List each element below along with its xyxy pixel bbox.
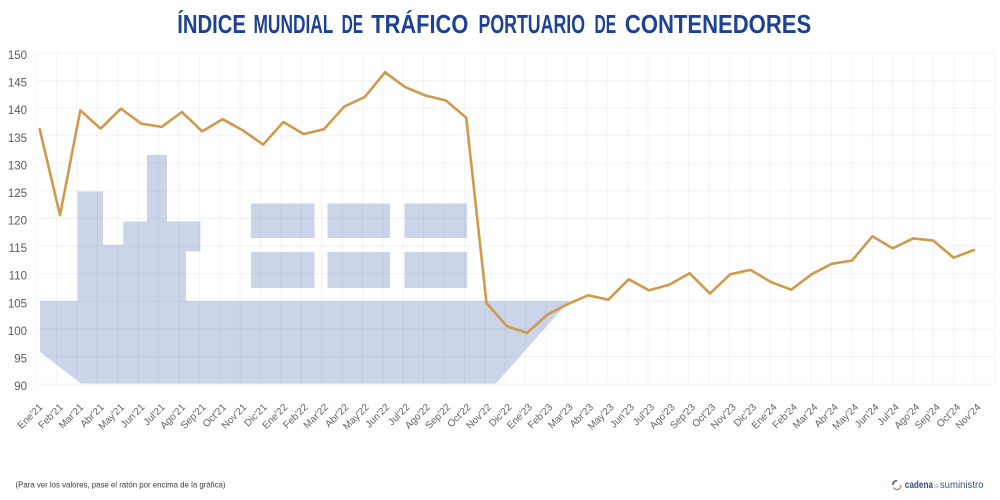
svg-text:150: 150 [8,50,27,62]
svg-text:TRÁFICO: TRÁFICO [371,9,468,39]
svg-text:90: 90 [14,381,27,393]
svg-text:125: 125 [8,188,27,200]
svg-text:130: 130 [8,160,27,172]
svg-text:ÍNDICE: ÍNDICE [177,9,246,39]
svg-text:100: 100 [8,326,27,338]
svg-text:MUNDIAL: MUNDIAL [254,9,334,39]
svg-text:suministro: suministro [940,479,984,491]
svg-text:115: 115 [9,243,27,255]
svg-text:DE: DE [595,9,617,39]
svg-text:(Para ver los valores, pase el: (Para ver los valores, pase el ratón por… [16,480,226,490]
svg-text:de: de [934,484,939,490]
svg-text:110: 110 [9,271,27,283]
svg-text:CONTENEDORES: CONTENEDORES [625,9,811,39]
svg-text:DE: DE [342,9,364,39]
svg-text:135: 135 [8,133,27,145]
svg-text:140: 140 [8,105,27,117]
svg-text:105: 105 [8,298,27,310]
svg-text:95: 95 [14,354,27,366]
svg-text:PORTUARIO: PORTUARIO [479,9,586,39]
svg-text:cadena: cadena [905,479,933,491]
svg-text:120: 120 [8,216,27,228]
svg-text:145: 145 [8,78,27,90]
